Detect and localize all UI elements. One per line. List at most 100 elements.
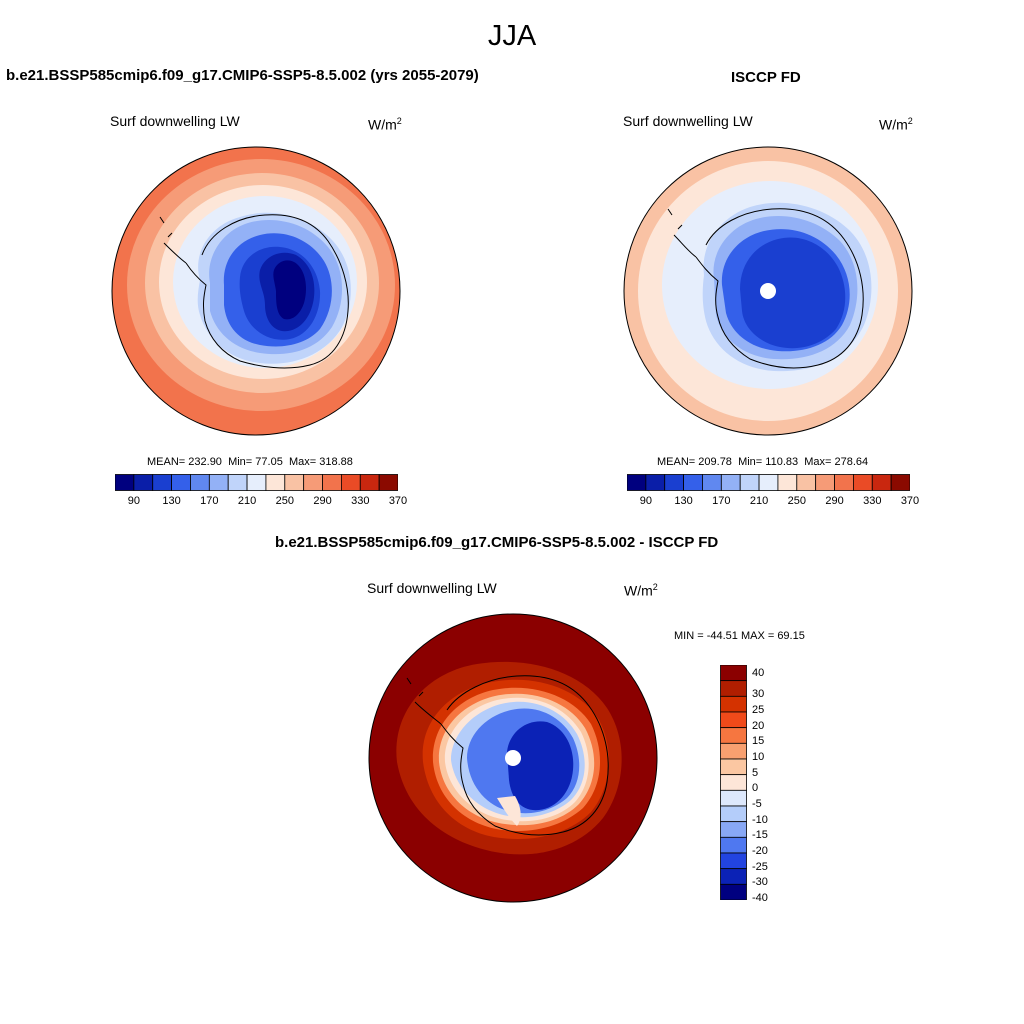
panel2-colorbar-swatch [796, 474, 817, 491]
panel1-colorbar-tick-label: 330 [351, 495, 370, 507]
panel3-colorbar-swatch [720, 868, 747, 885]
panel2-colorbar-swatch [815, 474, 835, 491]
panel2-colorbar-swatch [702, 474, 722, 491]
panel3-min-max: MIN = -44.51 MAX = 69.15 [674, 630, 805, 642]
panel1-colorbar-tick-label: 210 [237, 495, 257, 507]
panel2-colorbar-swatch [834, 474, 854, 491]
panel3-colorbar-tick-label: 20 [752, 719, 765, 732]
panel3-colorbar-tick-label: -15 [752, 829, 768, 842]
panel3-colorbar-tick-label: -40 [752, 892, 768, 904]
panel1-stats: MEAN= 232.90 Min= 77.05 Max= 318.88 [147, 456, 353, 468]
panel3-band-8 [507, 721, 574, 811]
panel1-colorbar-tick-label: 290 [313, 495, 332, 507]
panel3-title: b.e21.BSSP585cmip6.f09_g17.CMIP6-SSP5-8.… [275, 534, 719, 551]
panel1-colorbar-swatch [133, 474, 154, 491]
panel3-colorbar-tick-label: 10 [752, 751, 765, 763]
panel1-peninsula-coastline [159, 216, 187, 264]
panel1-colorbar [115, 474, 398, 491]
panel3-colorbar-swatch [720, 680, 747, 697]
panel3-colorbar-tick-label: 5 [752, 766, 759, 779]
panel3-units: W/m2 [624, 582, 658, 599]
figure-title: JJA [487, 20, 537, 52]
panel1-colorbar-swatch [359, 474, 380, 491]
panel3-missing-data-pole [505, 750, 521, 766]
panel3-colorbar-tick-label: -10 [752, 813, 768, 826]
panel3-colorbar-swatch [720, 758, 747, 776]
panel3-colorbar-swatch [720, 821, 747, 838]
panel1-colorbar-swatch [227, 474, 248, 491]
panel3-colorbar-tick-label: -20 [752, 845, 768, 857]
panel3-variable: Surf downwelling LW [367, 580, 497, 596]
panel3-colorbar-swatch [720, 665, 747, 682]
panel2-colorbar-swatch [664, 474, 685, 491]
panel1-units: W/m2 [368, 116, 402, 133]
panel2-colorbar-tick-label: 210 [749, 495, 769, 507]
panel1-colorbar-tick-label: 90 [127, 495, 140, 507]
panel1-colorbar-swatch [265, 474, 286, 491]
panel3-colorbar-tick-label: -25 [752, 860, 768, 873]
panel2-colorbar-swatch [852, 474, 873, 491]
panel1-colorbar-tick-label: 170 [200, 495, 219, 507]
panel2-colorbar-tick-label: 290 [825, 495, 844, 507]
panel1-colorbar-ticks: 90 130 170 210 250 290 330 370 [115, 495, 407, 509]
panel3-colorbar-swatch [720, 836, 747, 854]
panel3-colorbar-swatch [720, 727, 747, 744]
panel1-colorbar-tick-label: 250 [275, 495, 294, 507]
panel3-colorbar-swatch [720, 883, 747, 900]
panel3-colorbar [720, 665, 747, 900]
panel1-colorbar-tick-label: 370 [388, 495, 408, 507]
panel1-colorbar-tick-label: 130 [162, 495, 181, 507]
panel1-colorbar-swatch [284, 474, 305, 491]
panel2-colorbar-tick-label: 130 [674, 495, 693, 507]
panel1-colorbar-swatch [171, 474, 191, 491]
panel1-colorbar-swatch [246, 474, 267, 491]
panel1-colorbar-swatch [322, 474, 342, 491]
panel3-warm-tongue [497, 796, 521, 826]
panel3-colorbar-swatch [720, 711, 747, 729]
panel2-colorbar-tick-label: 250 [787, 495, 806, 507]
panel3-colorbar-tick-label: 40 [752, 666, 765, 679]
panel3-peninsula-coastline [406, 677, 442, 725]
panel3-colorbar-tick-label: 15 [752, 735, 765, 748]
panel2-colorbar-tick-label: 330 [863, 495, 882, 507]
panel3-colorbar-ticks: 40 30 25 20 15 10 5 0 -5 -10 -15 -20 -25 -30 -40 [752, 665, 812, 904]
panel1-polar-map [111, 146, 401, 436]
panel2-colorbar-tick-label: 90 [639, 495, 652, 507]
panel3-colorbar-swatch [720, 852, 747, 870]
panel3-antarctic-coastline [440, 675, 609, 836]
panel2-map-border [623, 146, 913, 436]
panel1-colorbar-swatch [208, 474, 229, 491]
panel1-colorbar-swatch [190, 474, 210, 491]
panel3-map-border [368, 613, 658, 903]
panel3-colorbar-swatch [720, 805, 747, 823]
panel2-colorbar-tick-label: 370 [900, 495, 920, 507]
panel1-band-10 [273, 260, 306, 320]
panel2-colorbar-swatch [871, 474, 892, 491]
panel2-colorbar-swatch [683, 474, 703, 491]
panel1-title: b.e21.BSSP585cmip6.f09_g17.CMIP6-SSP5-8.… [6, 67, 479, 84]
panel2-polar-map [623, 146, 913, 436]
panel2-colorbar-tick-label: 170 [712, 495, 731, 507]
panel2-units: W/m2 [879, 116, 913, 133]
panel2-colorbar [627, 474, 910, 491]
panel2-band-8 [740, 237, 846, 349]
panel2-colorbar-swatch [739, 474, 760, 491]
panel1-map-border [111, 146, 401, 436]
panel1-colorbar-swatch [303, 474, 323, 491]
panel1-colorbar-swatch [115, 474, 135, 491]
panel2-title: ISCCP FD [731, 69, 801, 86]
panel1-colorbar-swatch [378, 474, 398, 491]
panel3-colorbar-tick-label: 30 [752, 688, 765, 701]
panel2-colorbar-swatch [890, 474, 910, 491]
panel3-colorbar-tick-label: -5 [752, 798, 762, 810]
panel2-colorbar-swatch [645, 474, 666, 491]
panel1-colorbar-swatch [340, 474, 361, 491]
panel3-polar-map [368, 613, 658, 903]
panel1-antarctic-coastline [185, 214, 349, 369]
panel3-colorbar-tick-label: -30 [752, 876, 768, 889]
panel1-colorbar-swatch [152, 474, 173, 491]
panel2-colorbar-swatch [777, 474, 798, 491]
panel2-variable: Surf downwelling LW [623, 113, 753, 129]
panel3-colorbar-swatch [720, 789, 747, 807]
panel2-colorbar-swatch [758, 474, 779, 491]
